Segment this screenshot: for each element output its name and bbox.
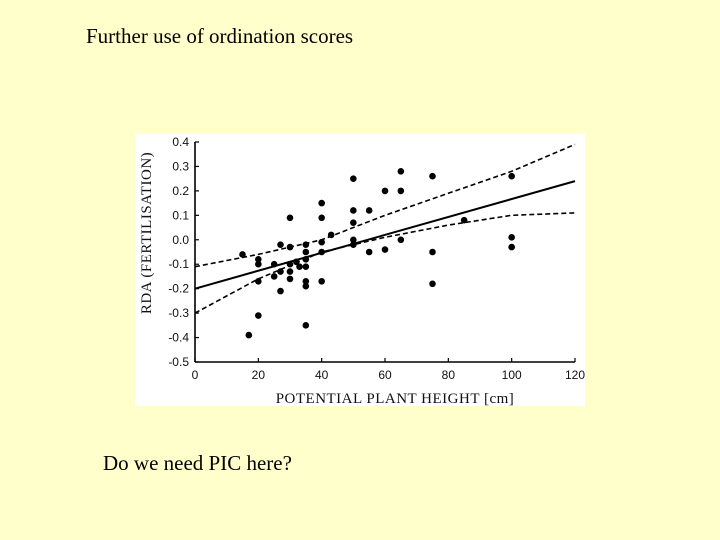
x-tick-label: 100 [502,368,522,382]
y-tick-label: -0.3 [168,306,189,320]
data-point [302,241,310,248]
regression-line-group [194,180,576,290]
data-point [255,278,262,285]
data-point [277,268,284,275]
y-tick-label: 0.0 [172,233,189,247]
data-point [327,231,335,239]
tick-labels: 0 20 40 60 80 100 120 0.4 0.3 0.2 0.1 0.0 -0.1 -0.2 -0… [168,135,585,382]
data-point [286,260,294,268]
data-point [302,322,310,329]
data-point [508,243,515,251]
data-point [277,287,284,295]
confidence-bands [194,143,576,314]
confidence-lower-line [194,212,576,314]
data-point [365,248,373,256]
y-tick-label: 0.4 [172,135,189,149]
data-point [255,312,262,319]
x-tick-label: 80 [442,368,456,382]
x-tick-label: 60 [378,368,392,382]
data-point [293,258,300,266]
data-point [286,243,294,251]
data-point [318,278,325,285]
data-point [277,241,284,248]
y-tick-label: 0.3 [172,159,189,173]
regression-line [194,180,576,290]
data-point [429,280,436,288]
data-point [239,251,246,258]
y-tick-label: 0.2 [172,184,189,198]
data-point [365,207,373,214]
data-points [239,168,515,339]
data-point [296,263,303,270]
data-point [318,238,325,246]
y-tick-label: -0.1 [168,257,189,271]
x-tick-label: 20 [252,368,266,382]
data-point [381,246,389,253]
data-point [460,216,468,224]
data-point [270,273,278,280]
data-point [302,263,310,270]
data-point [318,248,325,256]
data-point [286,275,294,283]
x-tick-label: 120 [565,368,585,382]
data-point [255,256,262,263]
data-point [270,260,278,268]
data-point [350,219,357,226]
data-point [350,175,357,182]
data-point [397,187,405,195]
data-point [302,248,310,256]
data-point [302,278,310,285]
data-point [286,214,294,222]
confidence-upper-line [194,143,576,268]
slide-note: Do we need PIC here? [103,451,292,475]
data-point [318,214,325,222]
data-point [429,248,436,256]
y-tick-label: -0.2 [168,282,189,296]
data-point [350,207,357,214]
slide-title: Further use of ordination scores [86,24,354,48]
x-axis-title: POTENTIAL PLANT HEIGHT [cm] [276,391,515,406]
data-point [302,282,310,290]
data-point [318,199,325,207]
data-point [350,241,357,248]
y-axis-title: RDA (FERTILISATION) [139,152,155,314]
data-point [381,187,389,195]
y-tick-label: 0.1 [172,208,189,222]
data-point [397,168,405,175]
y-tick-label: -0.4 [168,331,189,345]
y-tick-label: -0.5 [168,355,189,369]
x-tick-label: 0 [192,368,199,382]
chart-canvas: 0 20 40 60 80 100 120 0.4 0.3 0.2 0.1 0.0 -0.1 -0.2 -0… [139,135,585,406]
data-point [397,236,405,244]
x-tick-label: 40 [315,368,329,382]
data-point [286,268,294,275]
data-point [429,172,436,180]
data-point [255,260,262,268]
data-point [350,236,357,244]
data-point [508,172,515,180]
data-point [245,331,253,339]
data-point [302,256,310,263]
scatter-chart: 0 20 40 60 80 100 120 0.4 0.3 0.2 0.1 0.0 -0.1 -0.2 -0… [135,134,585,406]
axes [194,142,575,363]
data-point [508,234,515,241]
